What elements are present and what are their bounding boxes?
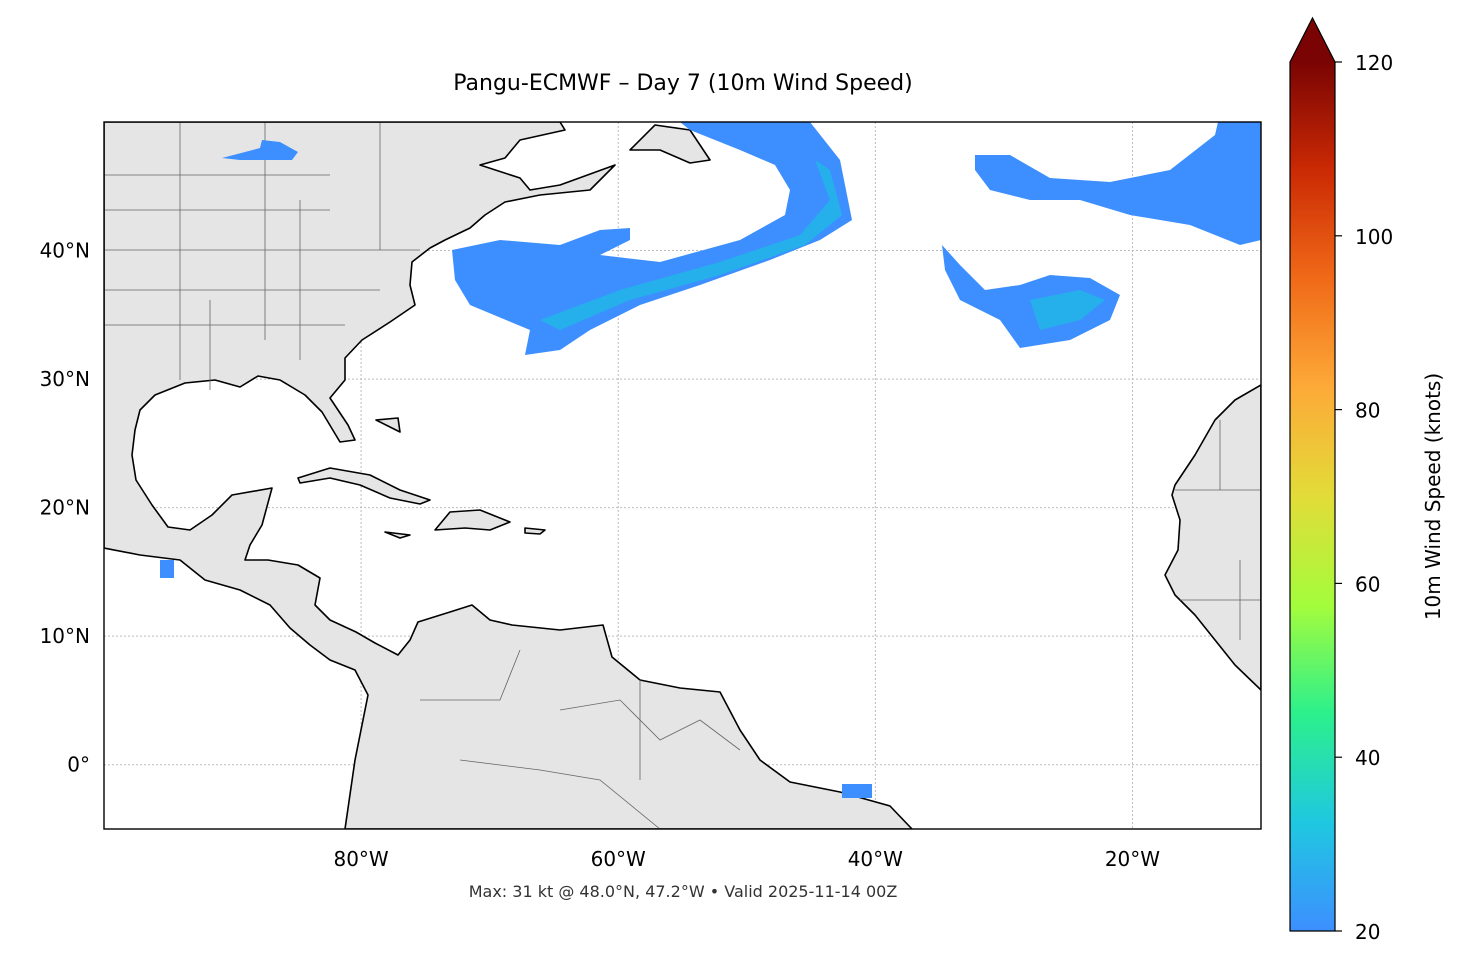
- wind-core: [1030, 290, 1105, 330]
- cuba: [297, 467, 431, 505]
- colorbar-tick-label: 100: [1355, 225, 1393, 249]
- y-tick-label: 40°N: [40, 239, 90, 263]
- colorbar-frame: [1289, 16, 1336, 932]
- africa: [1164, 384, 1261, 691]
- x-tick-label: 40°W: [848, 847, 903, 871]
- colorbar-tick-label: 20: [1355, 920, 1380, 944]
- footer-annotation: Max: 31 kt @ 48.0°N, 47.2°W • Valid 2025…: [469, 882, 898, 901]
- y-tick-label: 0°: [67, 753, 90, 777]
- colorbar-tick-label: 40: [1355, 746, 1380, 770]
- x-tick-label: 20°W: [1105, 847, 1160, 871]
- x-tick-label: 80°W: [333, 847, 388, 871]
- wind-swath: [975, 122, 1261, 245]
- colorbar-extend: [1290, 18, 1335, 62]
- hispaniola: [434, 509, 511, 531]
- state-borders: [104, 122, 1261, 829]
- y-tick-label: 10°N: [40, 624, 90, 648]
- colorbar-label: 10m Wind Speed (knots): [1421, 373, 1445, 620]
- colorbar-tick-label: 120: [1355, 51, 1393, 75]
- wind-swath: [942, 245, 1120, 348]
- colorbar-tick-label: 60: [1355, 572, 1380, 596]
- map-area: [104, 122, 1261, 829]
- map-frame: [103, 121, 1262, 830]
- bahamas: [375, 417, 401, 433]
- wind-swath: [842, 784, 872, 798]
- chart-title: Pangu-ECMWF – Day 7 (10m Wind Speed): [453, 71, 912, 96]
- y-tick-label: 20°N: [40, 496, 90, 520]
- y-tick-label: 30°N: [40, 367, 90, 391]
- x-tick-label: 60°W: [591, 847, 646, 871]
- axes: 80°W 60°W 40°W 20°W 0° 10°N 20°N 30°N 40°N: [40, 239, 1161, 871]
- newfoundland: [629, 124, 711, 164]
- puerto-rico: [524, 527, 546, 535]
- wind-swath: [452, 122, 852, 355]
- colorbar: 20 40 60 80 100 120 10m Wind Speed (knots): [1289, 16, 1445, 944]
- jamaica: [384, 531, 411, 539]
- colorbar-gradient: [1290, 62, 1335, 931]
- colorbar-tick-label: 80: [1355, 399, 1380, 423]
- americas: [104, 122, 913, 829]
- wind-core: [540, 160, 842, 330]
- wind-swath: [222, 140, 298, 160]
- wind-swath: [160, 560, 174, 578]
